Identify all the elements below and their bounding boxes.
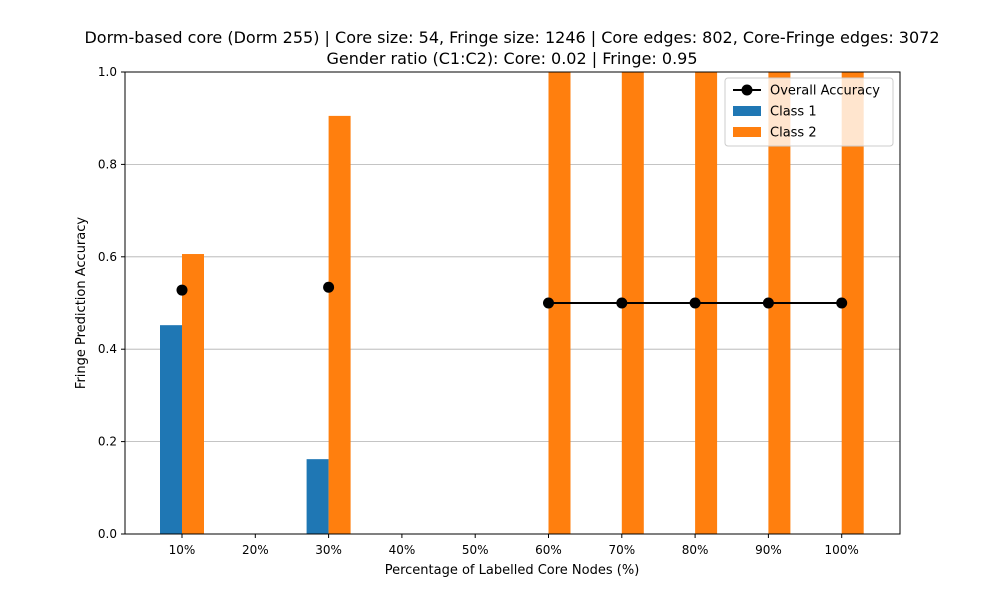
overall-accuracy-point <box>762 297 774 309</box>
x-tick-label: 70% <box>608 543 635 557</box>
bar-class-1 <box>160 325 182 534</box>
legend-bar-swatch <box>733 127 761 137</box>
line-layer <box>176 281 848 309</box>
plot-frame <box>124 71 901 535</box>
x-ticks: 10% 20% 30% 40% 50% 60% 70% 80% 90% 100% <box>169 534 859 557</box>
overall-accuracy-point <box>543 297 554 309</box>
x-tick-label: 20% <box>242 543 269 557</box>
x-tick-label: 80% <box>682 543 709 557</box>
x-tick-label: 30% <box>315 543 342 557</box>
x-axis-label: Percentage of Labelled Core Nodes (%) <box>385 563 640 578</box>
x-tick-label: 10% <box>169 543 196 557</box>
y-tick-label: 0.0 <box>98 527 117 541</box>
y-tick-label: 0.8 <box>98 157 117 171</box>
x-tick-label: 50% <box>462 543 489 557</box>
overall-accuracy-point <box>836 297 848 309</box>
y-tick-label: 0.4 <box>98 342 117 356</box>
bar-class-2 <box>841 72 864 534</box>
x-tick-label: 90% <box>755 543 782 557</box>
legend-marker-swatch <box>741 84 753 96</box>
bar-class-2 <box>328 115 351 534</box>
bar-class-1 <box>306 459 329 534</box>
y-ticks: 0.0 0.2 0.4 0.6 0.8 1.0 <box>98 65 125 541</box>
overall-accuracy-point <box>323 281 335 293</box>
legend-bar-swatch <box>733 106 761 116</box>
x-tick-label: 100% <box>825 543 859 557</box>
overall-accuracy-point <box>176 284 188 296</box>
legend-label: Class 2 <box>770 126 817 141</box>
y-tick-label: 0.2 <box>98 435 117 449</box>
x-tick-label: 60% <box>535 543 562 557</box>
chart-title-line2: Gender ratio (C1:C2): Core: 0.02 | Fring… <box>326 49 697 68</box>
overall-accuracy-point <box>616 297 628 309</box>
x-tick-label: 40% <box>389 543 416 557</box>
legend-label: Overall Accuracy <box>770 84 880 99</box>
y-axis-label: Fringe Prediction Accuracy <box>74 217 89 389</box>
legend: Overall Accuracy Class 1 Class 2 <box>724 77 894 147</box>
legend-label: Class 1 <box>770 105 817 120</box>
bar-class-2 <box>182 254 204 534</box>
overall-accuracy-point <box>689 297 701 309</box>
y-tick-label: 0.6 <box>98 250 117 264</box>
chart-title-line1: Dorm-based core (Dorm 255) | Core size: … <box>84 28 939 47</box>
legend-box <box>724 77 894 147</box>
y-tick-label: 1.0 <box>98 65 117 79</box>
